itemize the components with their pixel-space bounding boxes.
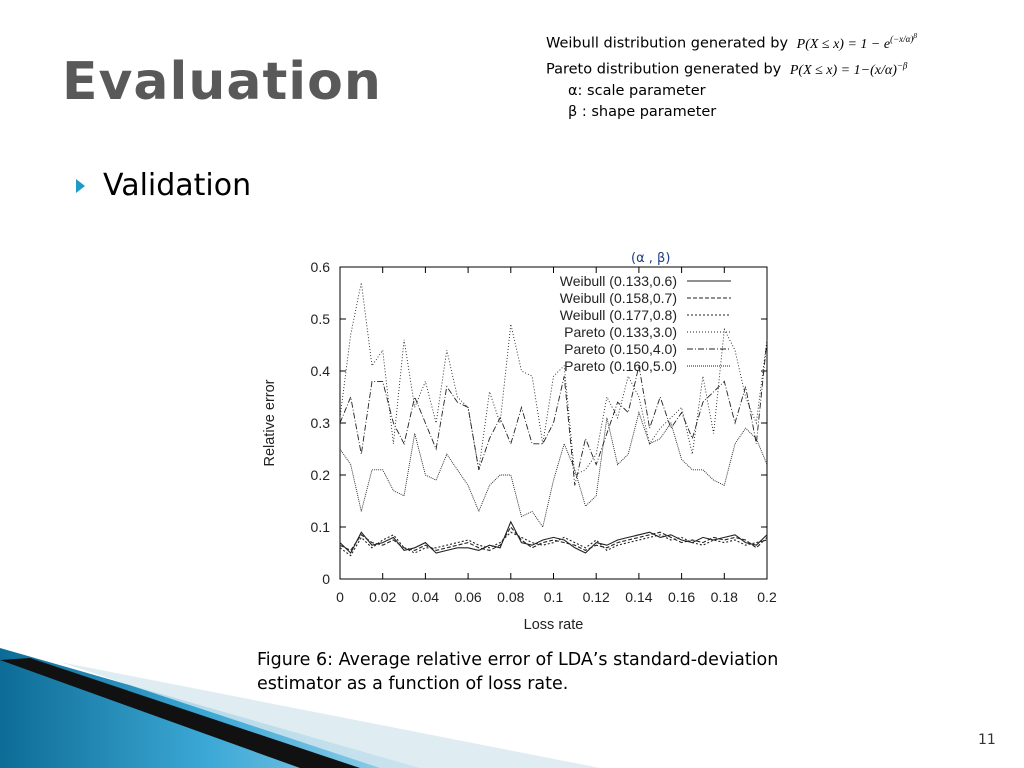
bullet-validation: Validation <box>76 168 251 203</box>
y-axis-label: Relative error <box>262 379 278 466</box>
param-label: (α , β) <box>631 251 671 266</box>
series-line-4 <box>339 282 768 476</box>
bullet-arrow-icon <box>76 178 85 193</box>
legend-label-6: Pareto (0.160,5.0) <box>564 358 677 374</box>
x-axis-label: Loss rate <box>524 617 584 633</box>
distribution-notes: Weibull distribution generated by P(X ≤ … <box>546 26 917 122</box>
x-tick-label: 0 <box>336 589 344 605</box>
caption-line-2: estimator as a function of loss rate. <box>257 674 569 694</box>
x-tick-label: 0.06 <box>454 589 481 605</box>
y-tick-label: 0.1 <box>311 519 331 535</box>
y-tick-label: 0.3 <box>311 415 331 431</box>
x-tick-label: 0.1 <box>544 589 564 605</box>
swoosh-black <box>0 658 360 768</box>
x-tick-label: 0.12 <box>583 589 610 605</box>
pareto-formula: P(X ≤ x) = 1−(x/α)−β <box>789 60 908 78</box>
legend-label-3: Weibull (0.177,0.8) <box>560 307 677 323</box>
plot-frame <box>339 266 768 580</box>
swoosh-light <box>60 662 600 768</box>
x-tick-label: 0.2 <box>757 589 777 605</box>
legend-label-5: Pareto (0.150,4.0) <box>564 341 677 357</box>
weibull-formula: P(X ≤ x) = 1 − e(−x/α)β <box>796 31 918 52</box>
legend-label-2: Weibull (0.158,0.7) <box>560 290 677 306</box>
x-tick-label: 0.18 <box>711 589 738 605</box>
series-line-1 <box>339 520 768 554</box>
bullet-text: Validation <box>103 168 252 203</box>
series-line-2 <box>339 526 768 552</box>
page-number: 11 <box>978 732 996 748</box>
x-tick-label: 0.16 <box>668 589 695 605</box>
pareto-note: Pareto distribution generated by P(X ≤ x… <box>546 55 917 81</box>
y-tick-label: 0.6 <box>311 259 331 275</box>
y-tick-label: 0.2 <box>311 467 331 483</box>
slide-title: Evaluation <box>62 52 382 112</box>
y-tick-label: 0.4 <box>311 363 331 379</box>
chart-container: 0 0.1 0.2 0.3 0.4 0.5 0.6 0 0.02 0.04 0.06 0.08 0.1 0… <box>250 250 790 635</box>
legend-label-4: Pareto (0.133,3.0) <box>564 324 677 340</box>
x-tick-label: 0.04 <box>412 589 439 605</box>
x-tick-label: 0.02 <box>369 589 396 605</box>
weibull-note: Weibull distribution generated by P(X ≤ … <box>546 26 917 55</box>
y-tick-label: 0 <box>322 571 330 587</box>
series-line-6 <box>339 411 768 529</box>
x-tick-label: 0.08 <box>497 589 524 605</box>
series-line-3 <box>339 531 768 557</box>
weibull-note-text: Weibull distribution generated by <box>546 35 789 52</box>
line-chart: 0 0.1 0.2 0.3 0.4 0.5 0.6 0 0.02 0.04 0.06 0.08 0.1 0… <box>262 259 777 633</box>
pareto-note-text: Pareto distribution generated by <box>546 61 782 78</box>
caption-line-1: Figure 6: Average relative error of LDA’… <box>257 650 779 670</box>
figure-caption: Figure 6: Average relative error of LDA’… <box>257 648 877 696</box>
y-tick-label: 0.5 <box>311 311 331 327</box>
x-tick-label: 0.14 <box>625 589 652 605</box>
alpha-note: α: scale parameter <box>568 83 706 100</box>
series-line-5 <box>339 339 768 486</box>
legend-label-1: Weibull (0.133,0.6) <box>560 273 677 289</box>
decorative-swoosh <box>0 648 600 768</box>
beta-note: β : shape parameter <box>568 103 717 120</box>
